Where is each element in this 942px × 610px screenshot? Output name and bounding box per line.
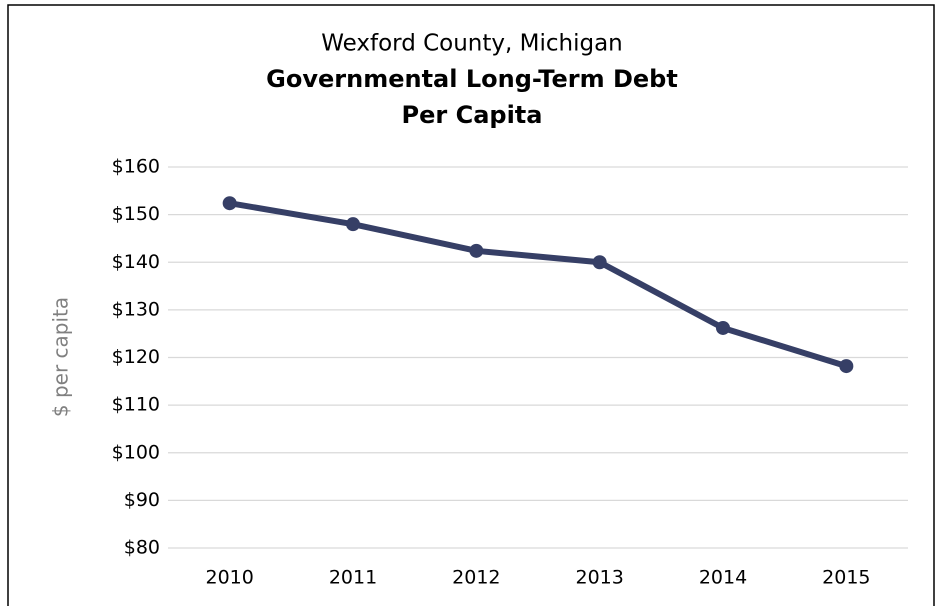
y-tick-label: $90 [124,489,160,511]
x-tick-label: 2011 [329,567,377,589]
chart-title: Per Capita [402,101,543,129]
y-tick-label: $100 [112,441,160,463]
data-line [229,200,848,369]
x-tick-label: 2015 [822,567,870,589]
chart-frame [7,4,935,610]
y-tick-label: $110 [112,394,160,416]
y-tick-label: $120 [112,346,160,368]
x-tick-label: 2013 [575,567,623,589]
data-point [222,196,237,211]
data-point [839,359,854,374]
y-tick-label: $130 [112,298,160,320]
y-tick-label: $140 [112,251,160,273]
y-tick-label: $160 [112,156,160,178]
x-tick-label: 2014 [699,567,747,589]
data-point [469,243,484,258]
x-tick-label: 2010 [205,567,253,589]
y-tick-label: $80 [124,537,160,559]
y-axis-label: $ per capita [49,297,73,417]
data-point [716,320,730,335]
chart-title: Governmental Long-Term Debt [266,65,678,93]
x-tick-label: 2012 [452,567,500,589]
data-point [346,217,360,232]
chart-subtitle: Wexford County, Michigan [321,31,623,57]
data-point [592,255,607,270]
y-tick-label: $150 [112,203,160,225]
